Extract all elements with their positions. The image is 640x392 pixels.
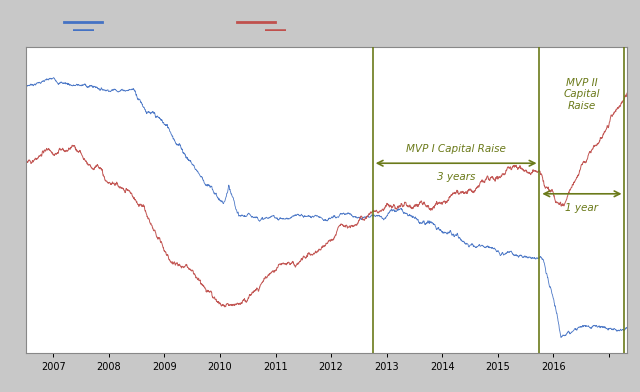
Text: 1 year: 1 year (565, 203, 598, 213)
Text: MVP II
Capital
Raise: MVP II Capital Raise (564, 78, 600, 111)
Text: MVP I Capital Raise: MVP I Capital Raise (406, 144, 506, 154)
Text: 3 years: 3 years (437, 172, 476, 182)
Text: ___: ___ (73, 16, 93, 31)
Text: ___: ___ (265, 16, 285, 31)
